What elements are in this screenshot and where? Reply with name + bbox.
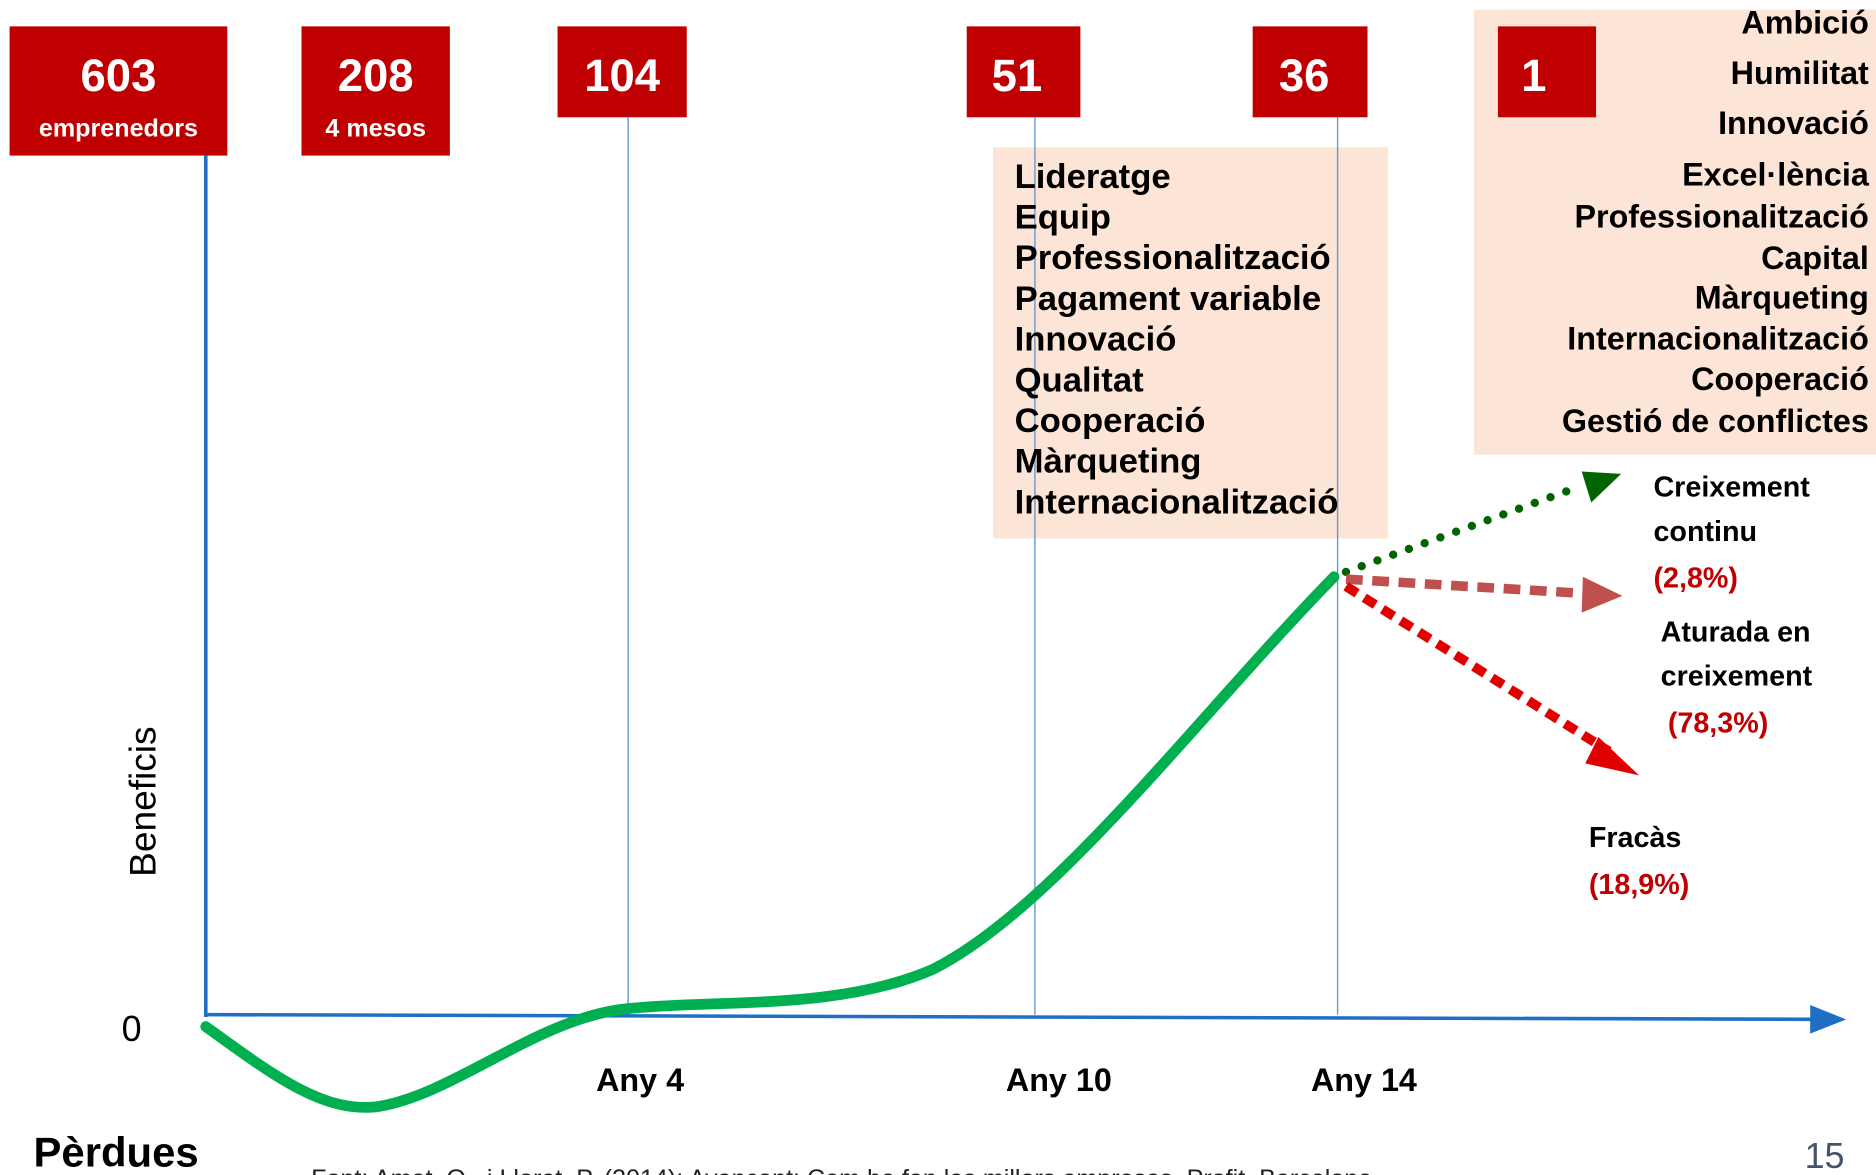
arrow-failure xyxy=(1343,582,1612,756)
factor: Qualitat xyxy=(1015,361,1145,399)
factor: Cooperació xyxy=(1015,402,1206,440)
factors-final: Ambició Humilitat Innovació Excel·lència Pro… xyxy=(1562,5,1870,439)
arrowhead xyxy=(1581,576,1623,613)
factor: Professionalització xyxy=(1574,198,1868,234)
outcome-label: Creixement xyxy=(1653,472,1810,504)
stage-count: 51 xyxy=(992,50,1043,101)
arrowhead xyxy=(1581,471,1622,503)
zero-label: 0 xyxy=(122,1009,142,1049)
guides xyxy=(627,117,1339,1015)
stage-boxes xyxy=(9,26,1597,156)
factor: Internacionalització xyxy=(1015,483,1339,521)
factor: Internacionalització xyxy=(1567,320,1869,356)
stage-count: 1 xyxy=(1521,50,1546,101)
factor: Humilitat xyxy=(1731,55,1869,91)
stage-note: emprenedors xyxy=(39,114,198,142)
stage-note: 4 mesos xyxy=(325,114,426,142)
page-number: 15 xyxy=(1805,1136,1845,1175)
losses-label: Pèrdues xyxy=(34,1129,199,1175)
arrow-stall xyxy=(1345,574,1586,599)
profit-curve xyxy=(200,571,1340,1113)
x-label: Any 4 xyxy=(596,1062,684,1098)
factor: Màrqueting xyxy=(1015,443,1202,481)
x-label: Any 10 xyxy=(1006,1062,1112,1098)
factor: Equip xyxy=(1015,199,1111,237)
outcomes: Creixement continu (2,8%) Aturada en creixem… xyxy=(1589,472,1813,901)
factor: Ambició xyxy=(1741,5,1868,41)
y-label: Beneficis xyxy=(122,726,164,876)
stage-count: 208 xyxy=(338,50,414,101)
outcome-share: (78,3%) xyxy=(1668,707,1769,739)
factor: Innovació xyxy=(1718,105,1869,141)
outcome-label: creixement xyxy=(1661,661,1813,693)
factor: Gestió de conflictes xyxy=(1562,403,1869,439)
x-axis xyxy=(205,1004,1847,1034)
factor-box xyxy=(993,147,1388,539)
x-labels: Any 4 Any 10 Any 14 xyxy=(596,1062,1417,1098)
stage-labels: 603 emprenedors 208 4 mesos 104 51 36 1 xyxy=(39,50,1547,142)
outcome-label: Aturada en xyxy=(1661,616,1811,648)
outcome-label: continu xyxy=(1653,516,1757,548)
factor: Capital xyxy=(1761,240,1869,276)
outcome-share: (2,8%) xyxy=(1653,563,1738,595)
source: Font: Amat, O., i Lloret, P. (2014): Ava… xyxy=(311,1165,1379,1175)
factor: Cooperació xyxy=(1691,361,1869,397)
x-label: Any 14 xyxy=(1311,1062,1417,1098)
factor: Pagament variable xyxy=(1015,280,1322,318)
outcome-label: Fracàs xyxy=(1589,822,1682,854)
stage-count: 603 xyxy=(81,50,157,101)
factors-year10: LideratgeEquipProfessionalitzacióPagamen… xyxy=(1015,158,1339,521)
factor: Lideratge xyxy=(1015,158,1171,196)
arrowhead xyxy=(1585,737,1640,776)
outcome-share: (18,9%) xyxy=(1589,869,1690,901)
factor: Màrqueting xyxy=(1695,280,1869,316)
factor: Innovació xyxy=(1015,321,1177,359)
factor: Professionalització xyxy=(1015,239,1331,277)
stage-count: 36 xyxy=(1279,50,1330,101)
factor: Excel·lència xyxy=(1682,157,1870,193)
stage-count: 104 xyxy=(584,50,661,101)
